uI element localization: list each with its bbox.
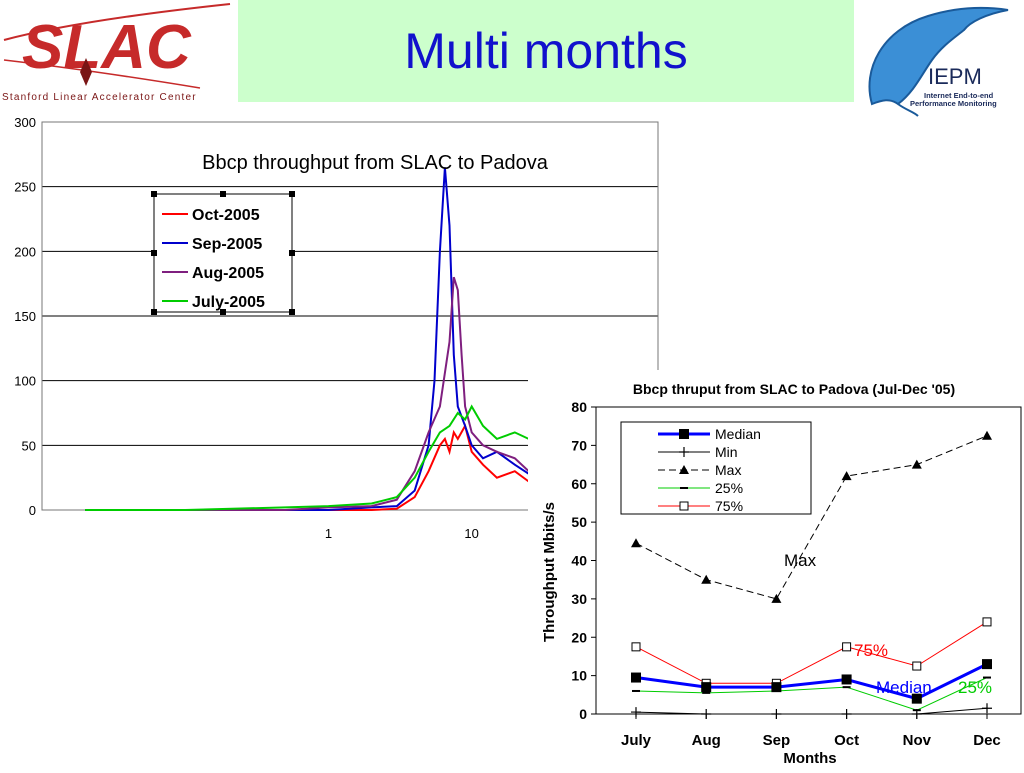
- chart1-xtick-label: 1: [325, 526, 332, 541]
- chart1-ytick-label: 300: [14, 115, 36, 130]
- chart2-point: [701, 709, 712, 719]
- chart2-annotation: 75%: [854, 641, 888, 660]
- chart2-ytick-label: 40: [571, 553, 587, 569]
- chart2-ytick-label: 50: [571, 514, 587, 530]
- chart2-ytick-label: 10: [571, 668, 587, 684]
- chart2-point: [679, 501, 689, 511]
- chart2-ytick-label: 20: [571, 629, 587, 645]
- iepm-logo: IEPM Internet End-to-end Performance Mon…: [858, 0, 1024, 118]
- chart2-point: [631, 538, 641, 548]
- chart2-series-line: [635, 707, 988, 715]
- chart1-legend-handle: [289, 250, 295, 256]
- chart2-legend-box: [620, 421, 812, 515]
- chart2-series-line: [635, 621, 988, 684]
- chart1-legend-handle: [220, 309, 226, 315]
- chart1-legend-handle: [220, 191, 226, 197]
- dolphin-icon: [868, 7, 1009, 106]
- chart2-annotation: Max: [784, 551, 817, 570]
- chart2-legend-label: Min: [715, 444, 738, 460]
- chart2-point: [841, 471, 852, 481]
- page-title: Multi months: [404, 23, 688, 79]
- chart2-point: [912, 661, 922, 671]
- chart2-xtick-label: Oct: [834, 732, 859, 749]
- chart2-point: [841, 709, 852, 719]
- chart2-point: [771, 593, 782, 603]
- chart1-title: Bbcp throughput from SLAC to Padova: [202, 152, 549, 174]
- chart2-point: [679, 447, 689, 457]
- chart2-point: [771, 682, 782, 693]
- chart2-xtick-label: Dec: [973, 732, 1001, 749]
- chart2-annotation: 25%: [958, 678, 992, 697]
- chart2-point: [701, 682, 712, 693]
- iepm-subtitle-2: Performance Monitoring: [910, 99, 997, 108]
- chart2-point: [911, 709, 922, 719]
- chart1-ytick-label: 200: [14, 244, 36, 259]
- chart2-point: [701, 574, 712, 584]
- chart1-legend-handle: [289, 191, 295, 197]
- slac-logo-text: SLAC: [22, 13, 192, 82]
- title-band: Multi months: [238, 0, 854, 102]
- chart2-ytick-label: 60: [571, 476, 587, 492]
- chart1-legend-handle: [151, 191, 157, 197]
- chart1-legend-handle: [289, 309, 295, 315]
- iepm-logo-text: IEPM: [928, 64, 982, 89]
- chart2-legend-label: 75%: [715, 498, 743, 514]
- chart2-xtick-label: Sep: [763, 732, 791, 749]
- chart2-point: [771, 709, 782, 719]
- chart1-legend-handle: [151, 250, 157, 256]
- chart2-point: [842, 642, 852, 652]
- chart2-series-line: [635, 662, 988, 701]
- chart2-ylabel: Throughput Mbits/s: [541, 502, 558, 642]
- chart2-xlabel: Months: [783, 750, 836, 767]
- chart2-point: [631, 707, 641, 718]
- chart1-ytick-label: 50: [22, 438, 36, 453]
- chart2-legend-label: 25%: [715, 480, 743, 496]
- chart2-point: [982, 703, 992, 714]
- chart1-ytick-label: 250: [14, 180, 36, 195]
- chart2-point: [679, 429, 689, 439]
- chart1-ytick-label: 0: [29, 503, 36, 518]
- chart2-xtick-label: Aug: [692, 732, 721, 749]
- chart2-point: [631, 642, 641, 652]
- chart2-point: [911, 459, 922, 469]
- monthly-percentiles-chart: Bbcp thruput from SLAC to Padova (Jul-De…: [528, 370, 1024, 768]
- chart1-ytick-label: 100: [14, 374, 36, 389]
- chart2-point: [911, 693, 922, 704]
- chart2-xtick-label: Nov: [903, 732, 932, 749]
- chart1-xtick-label: 10: [464, 526, 478, 541]
- chart2-legend-label: Median: [715, 426, 761, 442]
- chart2-ytick-label: 0: [579, 706, 587, 722]
- chart1-legend-label: July-2005: [192, 294, 265, 311]
- chart2-xtick-label: July: [621, 732, 652, 749]
- chart2-series-line: [635, 677, 988, 711]
- chart2-point: [679, 465, 689, 474]
- chart2-annotation: Median: [876, 678, 932, 697]
- chart2-title: Bbcp thruput from SLAC to Padova (Jul-De…: [633, 381, 955, 397]
- chart1-legend-handle: [151, 309, 157, 315]
- chart2-legend: Median Min Max 25% 75%: [620, 421, 812, 515]
- chart2-legend-label: Max: [715, 462, 741, 478]
- chart2-point: [982, 659, 992, 670]
- iepm-subtitle-1: Internet End-to-end: [924, 91, 994, 100]
- chart1-legend-label: Aug-2005: [192, 265, 264, 282]
- chart2-point: [631, 672, 641, 683]
- chart2-point: [841, 674, 852, 685]
- chart2-ytick-label: 30: [571, 591, 587, 607]
- chart2-series-line: [635, 435, 988, 600]
- chart1-ytick-label: 150: [14, 309, 36, 324]
- slac-subtitle: Stanford Linear Accelerator Center: [2, 92, 197, 103]
- chart2-point: [982, 430, 992, 440]
- chart1-legend-label: Oct-2005: [192, 207, 260, 224]
- slac-logo: SLAC Stanford Linear Accelerator Center: [0, 0, 236, 104]
- chart1-legend: Oct-2005 Sep-2005 Aug-2005 July-2005: [151, 191, 295, 315]
- chart2-point: [982, 617, 992, 627]
- chart1-legend-label: Sep-2005: [192, 236, 262, 253]
- chart2-ytick-label: 80: [571, 399, 587, 415]
- chart2-ytick-label: 70: [571, 437, 587, 453]
